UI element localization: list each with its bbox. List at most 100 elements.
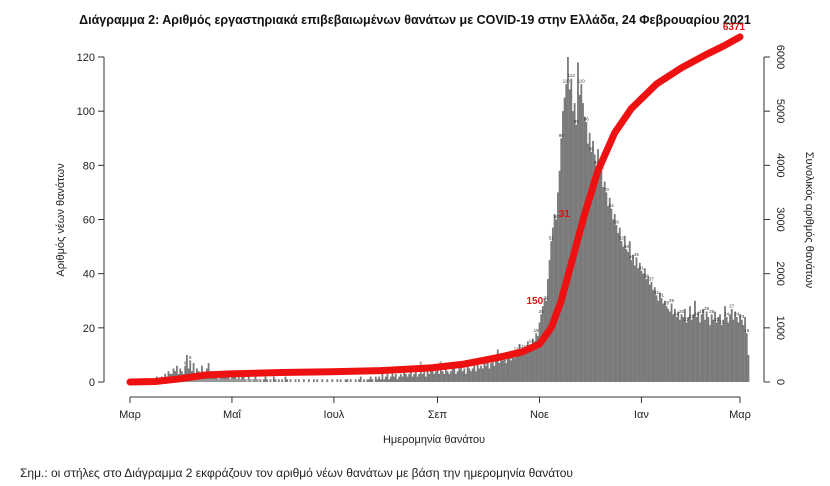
bar [563,97,566,383]
bar [496,349,499,382]
left-tick-label: 40 [83,269,95,281]
bar [441,371,444,382]
right-tick-label: 6000 [774,45,786,69]
bar [692,314,695,382]
bar [339,379,342,382]
bar-value-label: 6 [184,360,187,365]
bar [398,376,401,382]
right-tick-label: 5000 [774,99,786,123]
bar [451,365,454,382]
bar [414,371,417,382]
bar [368,379,370,382]
x-tick-label: Ιουλ [324,409,345,421]
bar [685,322,688,382]
bar-value-label: 24 [734,312,740,317]
bar-value-label: 58 [614,219,620,224]
y-axis-label: Αριθμός νέων θανάτων [55,163,67,277]
bar [747,354,750,382]
bar-value-label: 70 [604,187,610,192]
bar [660,298,663,382]
bar [461,371,464,382]
bar [483,363,486,382]
bar [316,379,319,382]
bar [635,257,638,382]
bar [577,62,579,383]
bar [409,368,412,382]
bar [450,371,452,382]
bar-value-label: 12 [519,344,525,349]
left-tick-label: 80 [83,160,95,172]
bar [732,319,735,382]
bar [565,84,568,382]
bar [480,365,482,382]
bar [321,379,324,382]
bar [684,308,686,383]
bar-value-label: 30 [544,295,550,300]
bar [307,379,310,382]
bar [729,314,731,382]
chart-title: Διάγραμμα 2: Αριθμός εργαστηριακά επιβεβ… [79,13,751,27]
bar [495,360,497,382]
bar [562,111,564,383]
bar [657,300,660,382]
right-tick-label: 3000 [774,207,786,231]
bar [622,246,624,382]
bar-value-label: 26 [704,306,710,311]
bar [391,371,394,382]
bar [389,376,392,382]
bar [326,379,329,382]
bar [386,373,389,383]
bar [603,181,606,382]
bar [553,214,556,382]
bar [643,268,646,382]
bar [378,376,380,382]
bar [455,373,457,383]
bar-value-label: 52 [619,236,625,241]
bar-value-label: 37 [649,276,655,281]
bar [443,373,446,383]
x-tick-label: Ιαν [634,409,649,421]
bar [722,319,725,382]
bar [650,281,653,382]
bar [284,376,287,382]
bar [433,373,436,383]
bar [349,379,352,382]
bar [468,368,471,382]
bars-group [130,57,750,383]
bar-value-label: 25 [699,309,705,314]
bar [704,319,706,382]
x-axis-label: Ημερομηνία θανάτου [383,434,485,446]
bar [623,235,626,382]
bar [266,379,269,382]
bar [699,322,701,382]
bar [595,165,598,382]
bar [557,192,559,382]
x-axis: Μαρ Μαΐ Ιουλ Σεπ Νοε Ιαν Μαρ [119,396,751,421]
bar [610,208,613,382]
bar [570,78,573,383]
bar-value-label: 22 [714,317,720,322]
bar [638,262,641,382]
bar-value-label: 60 [554,214,560,219]
bar [371,379,374,382]
bar [687,317,690,382]
bar [506,357,509,383]
bar-value-label: 95 [574,119,580,124]
bar [717,317,720,382]
bar [587,143,589,382]
bar [727,322,730,382]
bar [503,354,506,382]
bar-value-label: 24 [694,312,700,317]
bar-value-label: 32 [654,290,660,295]
bar [673,308,676,383]
x-tick-label: Σεπ [428,409,448,421]
bar [652,289,655,382]
bar [655,295,658,382]
bar-value-label: 112 [568,73,576,78]
bar [475,371,477,382]
bar [568,89,571,382]
bar [488,368,491,382]
bar [463,368,466,382]
bar-value-label: 46 [634,252,640,257]
bar [675,317,678,382]
